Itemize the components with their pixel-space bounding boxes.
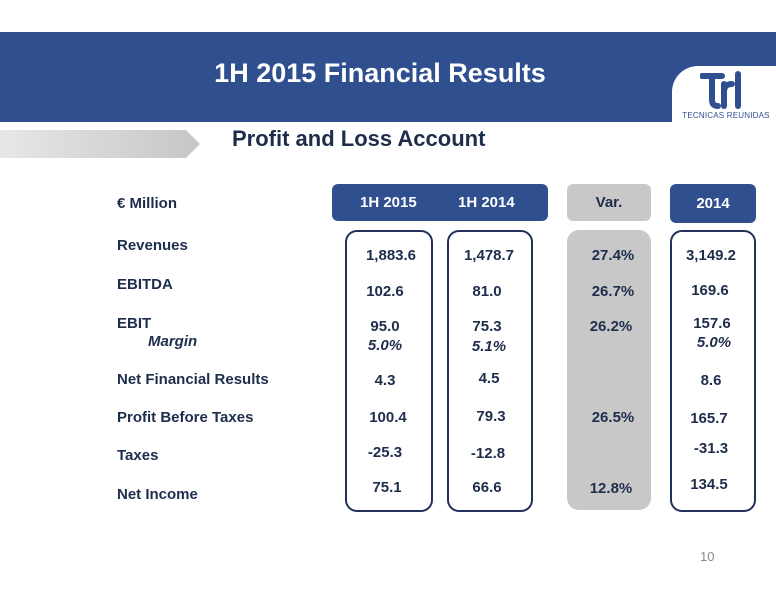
- cell-ebitda-var: 26.7%: [591, 283, 635, 300]
- cell-margin-1h2015: 5.0%: [367, 337, 403, 354]
- row-label-net-financial: Net Financial Results: [117, 371, 269, 388]
- cell-ebit-1h2014: 75.3: [472, 318, 502, 335]
- column-header-1h2015: 1H 2015: [360, 194, 417, 211]
- column-box-1h2015: [345, 230, 433, 512]
- row-label-net-income: Net Income: [117, 486, 198, 503]
- cell-revenues-1h2014: 1,478.7: [463, 247, 515, 264]
- cell-net-income-2014: 134.5: [690, 476, 728, 493]
- decorative-arrow: [0, 130, 200, 158]
- column-box-1h2014: [447, 230, 533, 512]
- column-header-2014: 2014: [670, 184, 756, 223]
- cell-margin-2014: 5.0%: [696, 334, 732, 351]
- cell-ebit-2014: 157.6: [693, 315, 731, 332]
- cell-net-financial-1h2014: 4.5: [478, 370, 500, 387]
- row-label-profit-before-taxes: Profit Before Taxes: [117, 409, 254, 426]
- row-label-taxes: Taxes: [117, 447, 159, 464]
- cell-ebit-1h2015: 95.0: [370, 318, 400, 335]
- company-logo: TECNICAS REUNIDAS: [672, 66, 776, 124]
- header-band: [0, 32, 776, 122]
- cell-ebitda-1h2015: 102.6: [366, 283, 404, 300]
- cell-net-income-1h2015: 75.1: [372, 479, 402, 496]
- cell-profit-before-1h2014: 79.3: [476, 408, 506, 425]
- section-title: Profit and Loss Account: [232, 126, 486, 151]
- column-box-2014: [670, 230, 756, 512]
- cell-revenues-var: 27.4%: [591, 247, 635, 264]
- cell-net-income-var: 12.8%: [589, 480, 633, 497]
- header-period-pill: 1H 2015 1H 2014: [332, 184, 548, 221]
- cell-revenues-2014: 3,149.2: [685, 247, 737, 264]
- logo-text: TECNICAS REUNIDAS: [682, 111, 770, 120]
- tr-logo-icon: [700, 71, 741, 109]
- row-label-ebitda: EBITDA: [117, 276, 173, 293]
- row-label-ebit: EBIT: [117, 315, 152, 332]
- row-label-revenues: Revenues: [117, 237, 188, 254]
- cell-net-financial-1h2015: 4.3: [374, 372, 396, 389]
- column-header-var: Var.: [567, 184, 651, 221]
- cell-taxes-1h2015: -25.3: [367, 444, 403, 461]
- column-header-1h2014: 1H 2014: [458, 194, 515, 211]
- cell-net-financial-2014: 8.6: [700, 372, 722, 389]
- cell-margin-1h2014: 5.1%: [471, 338, 507, 355]
- cell-net-income-1h2014: 66.6: [472, 479, 502, 496]
- cell-ebitda-1h2014: 81.0: [472, 283, 502, 300]
- cell-revenues-1h2015: 1,883.6: [365, 247, 417, 264]
- column-box-var: [567, 230, 651, 510]
- page-number: 10: [700, 549, 715, 564]
- cell-taxes-1h2014: -12.8: [470, 445, 506, 462]
- cell-ebitda-2014: 169.6: [691, 282, 729, 299]
- cell-profit-before-1h2015: 100.4: [369, 409, 407, 426]
- cell-ebit-var: 26.2%: [589, 318, 633, 335]
- cell-taxes-2014: -31.3: [693, 440, 729, 457]
- page-title: 1H 2015 Financial Results: [214, 58, 546, 88]
- unit-label: € Million: [117, 195, 177, 212]
- cell-profit-before-var: 26.5%: [591, 409, 635, 426]
- cell-profit-before-2014: 165.7: [690, 410, 728, 427]
- row-label-margin: Margin: [148, 333, 198, 350]
